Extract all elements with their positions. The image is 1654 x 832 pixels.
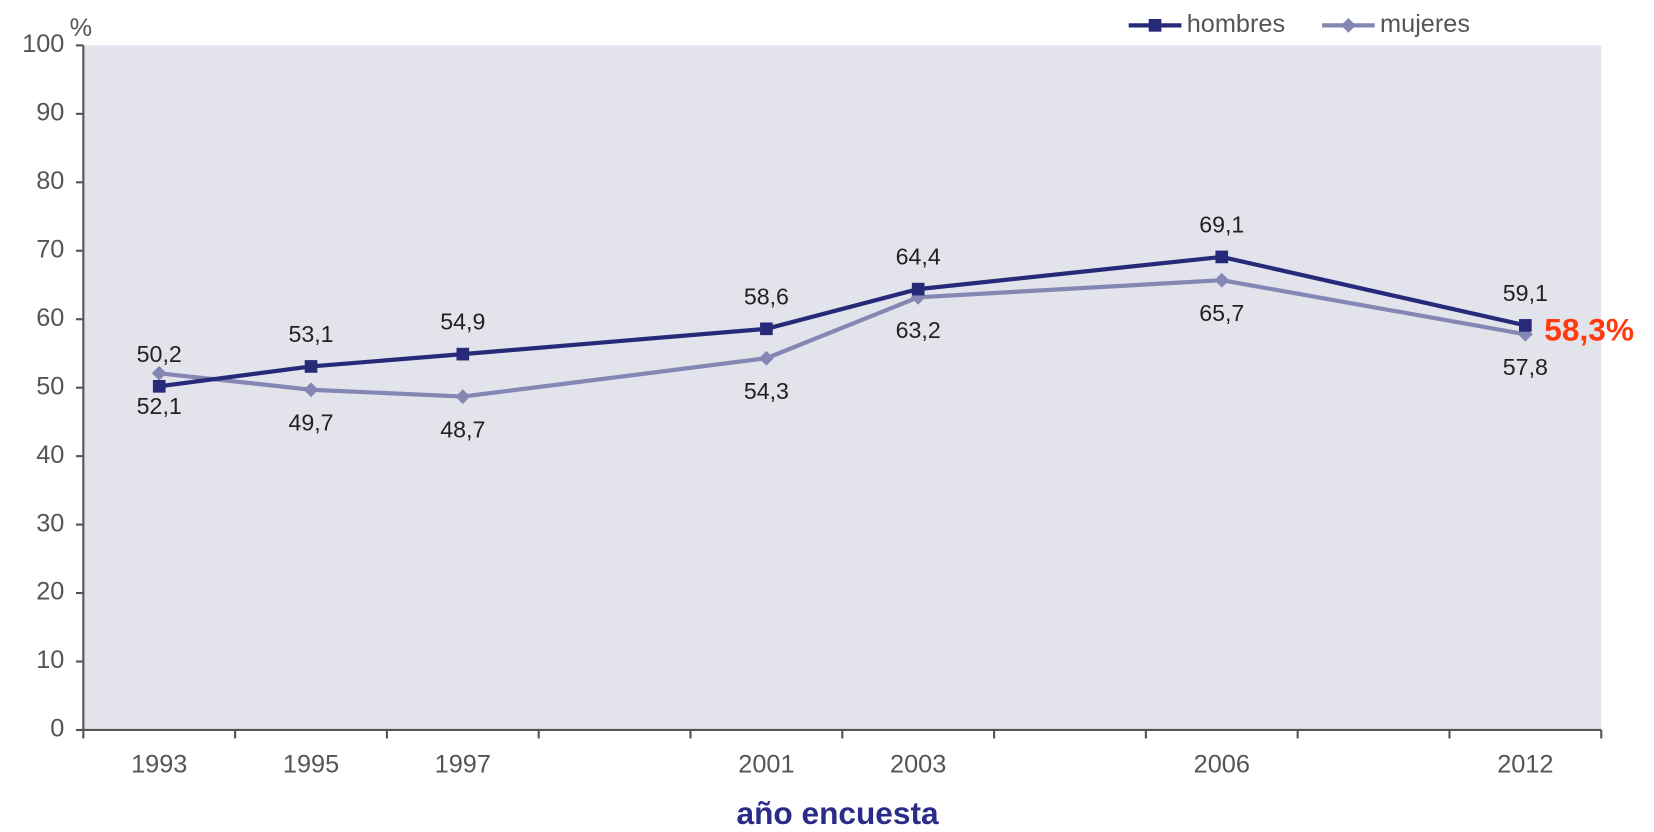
marker bbox=[1519, 319, 1532, 332]
chart: % año encuesta 58,3% 0 10 20 30 40 50 60 70 80 90… bbox=[0, 0, 1654, 832]
x-tick-label: 2012 bbox=[1497, 751, 1553, 779]
data-label: 65,7 bbox=[1199, 300, 1244, 326]
marker bbox=[456, 348, 469, 361]
data-label: 69,1 bbox=[1199, 211, 1244, 237]
x-tick-label: 1995 bbox=[283, 751, 339, 779]
data-label: 63,2 bbox=[896, 317, 941, 343]
data-label: 52,1 bbox=[137, 393, 182, 419]
y-tick-label: 60 bbox=[36, 304, 64, 332]
page: {"chart_data": { "type": "line", "ylabel… bbox=[0, 0, 1654, 832]
x-tick-label: 2006 bbox=[1194, 751, 1250, 779]
y-axis-label: % bbox=[70, 14, 93, 42]
x-tick-label: 1997 bbox=[435, 751, 491, 779]
marker bbox=[153, 380, 166, 393]
data-label: 48,7 bbox=[440, 417, 485, 443]
legend-marker bbox=[1341, 18, 1356, 33]
legend-marker bbox=[1149, 19, 1162, 32]
y-tick-label: 40 bbox=[36, 441, 64, 469]
marker bbox=[912, 283, 925, 296]
annotation: 58,3% bbox=[1544, 312, 1634, 348]
data-label: 54,3 bbox=[744, 378, 789, 404]
data-label: 54,9 bbox=[440, 309, 485, 335]
data-label: 57,8 bbox=[1503, 354, 1548, 380]
y-tick-label: 90 bbox=[36, 99, 64, 127]
data-label: 64,4 bbox=[896, 244, 941, 270]
y-tick-label: 10 bbox=[36, 646, 64, 674]
legend-label: hombres bbox=[1187, 10, 1285, 38]
x-tick-label: 1993 bbox=[131, 751, 187, 779]
legend-label: mujeres bbox=[1380, 10, 1470, 38]
y-tick-label: 80 bbox=[36, 167, 64, 195]
y-tick-label: 100 bbox=[22, 30, 64, 58]
data-label: 49,7 bbox=[288, 410, 333, 436]
data-label: 50,2 bbox=[137, 341, 182, 367]
x-tick-label: 2001 bbox=[738, 751, 794, 779]
y-tick-label: 30 bbox=[36, 509, 64, 537]
y-tick-label: 0 bbox=[50, 715, 64, 743]
x-axis-label: año encuesta bbox=[736, 795, 939, 831]
marker bbox=[305, 360, 318, 373]
y-tick-label: 20 bbox=[36, 578, 64, 606]
y-tick-label: 70 bbox=[36, 235, 64, 263]
marker bbox=[760, 322, 773, 335]
data-label: 58,6 bbox=[744, 283, 789, 309]
marker bbox=[1215, 251, 1228, 264]
data-label: 53,1 bbox=[288, 321, 333, 347]
x-tick-label: 2003 bbox=[890, 751, 946, 779]
y-tick-label: 50 bbox=[36, 372, 64, 400]
data-label: 59,1 bbox=[1503, 280, 1548, 306]
